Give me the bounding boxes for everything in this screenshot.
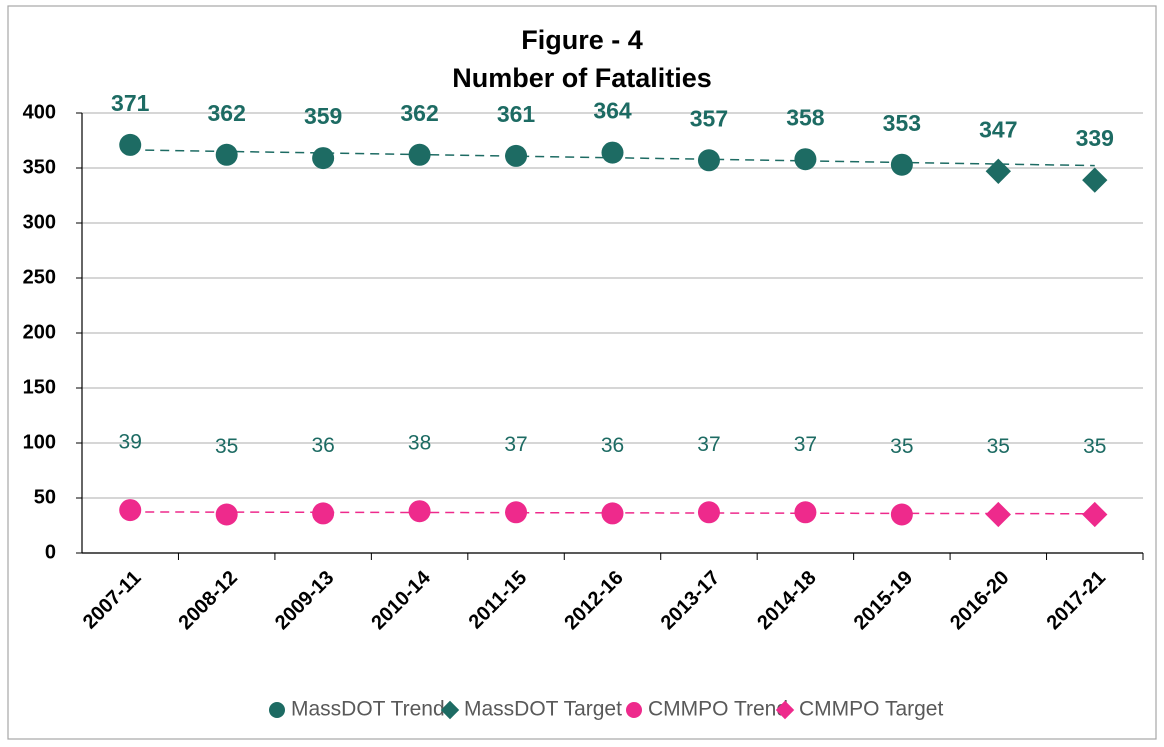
data-label: 35 xyxy=(215,435,238,458)
data-label: 35 xyxy=(890,435,913,458)
point xyxy=(601,502,624,525)
y-tick-label: 200 xyxy=(23,321,56,343)
point xyxy=(119,133,142,156)
data-label: 39 xyxy=(119,431,142,454)
y-tick-label: 250 xyxy=(23,266,56,288)
data-label: 36 xyxy=(601,434,624,457)
legend-label: MassDOT Target xyxy=(464,698,622,721)
point xyxy=(215,143,238,166)
chart-title: Figure - 4 xyxy=(521,25,643,55)
point xyxy=(119,499,142,522)
point xyxy=(505,144,528,167)
y-tick-label: 400 xyxy=(23,101,56,123)
chart-border xyxy=(7,5,1157,740)
data-label: 38 xyxy=(408,432,431,455)
point xyxy=(312,147,335,170)
point xyxy=(794,501,817,524)
y-tick-label: 350 xyxy=(23,156,56,178)
point xyxy=(408,500,431,523)
point xyxy=(1082,167,1108,193)
data-label: 364 xyxy=(593,98,632,124)
point xyxy=(697,501,720,524)
data-label: 371 xyxy=(111,90,150,116)
data-label: 36 xyxy=(311,434,334,457)
point xyxy=(890,153,913,176)
legend-label: CMMPO Trend xyxy=(648,698,788,721)
point xyxy=(601,141,624,164)
point xyxy=(794,148,817,171)
point xyxy=(312,502,335,525)
data-label: 339 xyxy=(1076,125,1114,151)
point xyxy=(890,503,913,526)
point xyxy=(985,501,1011,528)
data-label: 353 xyxy=(883,110,921,136)
point xyxy=(985,158,1011,184)
data-label: 361 xyxy=(497,101,536,127)
data-label: 35 xyxy=(1083,435,1106,458)
point xyxy=(697,149,720,172)
y-tick-label: 300 xyxy=(23,211,56,233)
chart-subtitle: Number of Fatalities xyxy=(452,63,712,93)
data-label: 37 xyxy=(794,433,817,456)
data-label: 359 xyxy=(304,103,342,129)
legend-marker xyxy=(440,700,460,720)
y-tick-label: 100 xyxy=(23,431,56,453)
data-label: 357 xyxy=(690,105,728,131)
data-label: 347 xyxy=(979,116,1017,142)
legend-label: CMMPO Target xyxy=(799,698,943,721)
data-label: 37 xyxy=(697,433,720,456)
data-label: 362 xyxy=(207,100,245,126)
data-label: 362 xyxy=(400,100,438,126)
point xyxy=(408,143,431,166)
data-label: 35 xyxy=(987,435,1010,458)
y-tick-label: 50 xyxy=(34,486,56,508)
data-label: 37 xyxy=(504,433,527,456)
point xyxy=(215,503,238,526)
legend-marker xyxy=(775,700,795,720)
legend-marker xyxy=(269,702,285,718)
data-label: 358 xyxy=(786,104,825,130)
point xyxy=(505,501,528,524)
legend-label: MassDOT Trend xyxy=(291,698,445,721)
y-tick-label: 150 xyxy=(23,376,56,398)
legend-marker xyxy=(626,702,642,718)
point xyxy=(1082,501,1108,528)
y-tick-label: 0 xyxy=(45,541,56,563)
